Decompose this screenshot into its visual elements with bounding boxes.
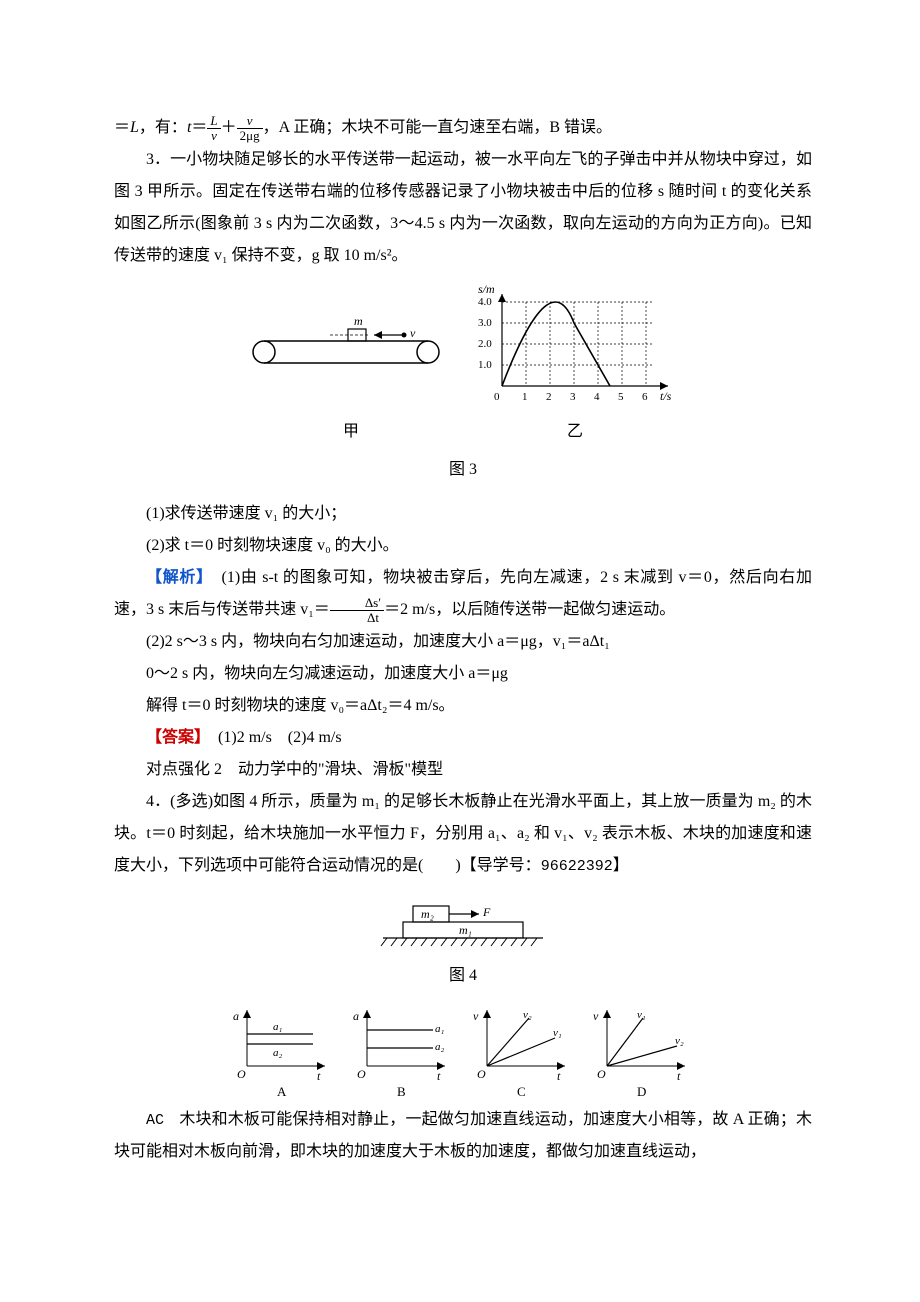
fig3-caption: 图 3 — [114, 454, 812, 486]
svg-text:C: C — [517, 1084, 526, 1099]
fig4-caption: 图 4 — [114, 960, 812, 992]
frac-Lv: Lv — [207, 114, 220, 144]
svg-text:t: t — [437, 1069, 441, 1083]
q3-analysis: 【解析】 (1)由 s-t 的图象可知，物块被击穿后，先向左减速，2 s 末减到… — [114, 562, 812, 626]
svg-text:1: 1 — [522, 391, 528, 403]
svg-text:4: 4 — [594, 391, 600, 403]
svg-text:a₁: a₁ — [435, 1023, 445, 1035]
label-analysis: 【解析】 — [146, 569, 205, 586]
svg-text:3: 3 — [570, 391, 576, 403]
svg-text:v₂: v₂ — [675, 1035, 684, 1047]
svg-text:t/s: t/s — [660, 389, 672, 403]
svg-text:5: 5 — [618, 391, 624, 403]
fig3-wrap: m v — [114, 282, 812, 412]
svg-text:2: 2 — [546, 391, 552, 403]
frac-ds: Δs′Δt — [330, 596, 384, 626]
q3-answer-text: (1)2 m/s (2)4 m/s — [218, 729, 342, 746]
q3-a4: 解得 t＝0 时刻物块的速度 v₀＝aΔt₂＝4 m/s。 — [114, 690, 812, 722]
svg-text:v₁: v₁ — [637, 1009, 646, 1021]
svg-text:D: D — [637, 1084, 646, 1099]
svg-text:a₂: a₂ — [435, 1041, 445, 1053]
svg-text:a₁: a₁ — [273, 1021, 283, 1033]
svg-text:O: O — [237, 1067, 246, 1081]
continuation-line: ＝L，有：t＝Lv＋v2μg，A 正确；木块不可能一直匀速至右端，B 错误。 — [114, 112, 812, 144]
frac-ds-den: Δt — [330, 611, 384, 625]
svg-text:v: v — [593, 1009, 599, 1023]
svg-text:F: F — [482, 905, 491, 919]
belt-m: m — [354, 314, 363, 328]
belt-v: v — [410, 326, 416, 340]
fig3-belt-svg: m v — [236, 307, 456, 387]
label-answer: 【答案】 — [146, 729, 202, 746]
q4-result-prefix: AC — [146, 1112, 179, 1129]
svg-text:1.0: 1.0 — [478, 359, 492, 371]
svg-text:A: A — [277, 1084, 287, 1099]
frac-ds-num: Δs′ — [330, 596, 384, 611]
eq-have: ，有： — [139, 119, 187, 136]
svg-text:v₁: v₁ — [553, 1027, 562, 1039]
heading2: 对点强化 2 动力学中的"滑块、滑板"模型 — [114, 754, 812, 786]
svg-text:m₂: m₂ — [421, 907, 434, 921]
q3-stem: 3．一小物块随足够长的水平传送带一起运动，被一水平向左飞的子弹击中并从物块中穿过… — [114, 144, 812, 272]
q3-answer: 【答案】 (1)2 m/s (2)4 m/s — [114, 722, 812, 754]
page: ＝L，有：t＝Lv＋v2μg，A 正确；木块不可能一直匀速至右端，B 错误。 3… — [0, 0, 920, 1302]
q4-stem: 4．(多选)如图 4 所示，质量为 m₁ 的足够长木板静止在光滑水平面上，其上放… — [114, 786, 812, 882]
fig4-options-svg: a O t a₁ a₂ A a O t a₁ — [223, 1004, 703, 1100]
svg-text:2.0: 2.0 — [478, 338, 492, 350]
svg-text:6: 6 — [642, 391, 648, 403]
fig4-diagram-wrap: m₁ m₂ F — [114, 892, 812, 956]
q3-a3: 0～2 s 内，物块向左匀减速运动，加速度大小 a＝μg — [114, 658, 812, 690]
frac-num: L — [207, 114, 220, 129]
fig3-sublabels: 甲 乙 — [114, 416, 812, 448]
fig4-options-wrap: a O t a₁ a₂ A a O t a₁ — [114, 1004, 812, 1100]
eq-pre: ＝ — [114, 119, 130, 136]
svg-text:B: B — [397, 1084, 406, 1099]
q3-a1-post: ＝2 m/s，以后随传送带一起做匀速运动。 — [384, 601, 675, 618]
guide-prefix: 【导学号： — [461, 857, 541, 874]
svg-text:O: O — [477, 1067, 486, 1081]
svg-text:s/m: s/m — [478, 282, 495, 296]
guide-suffix: 】 — [613, 857, 629, 874]
q4-result: AC 木块和木板可能保持相对静止，一起做匀加速直线运动，加速度大小相等，故 A … — [114, 1104, 812, 1168]
q3-a2: (2)2 s～3 s 内，物块向右匀加速运动，加速度大小 a＝μg，v₁＝aΔt… — [114, 626, 812, 658]
svg-text:v₂: v₂ — [523, 1009, 532, 1021]
svg-text:3.0: 3.0 — [478, 317, 492, 329]
eq-L: L — [130, 119, 139, 136]
frac-num2: v — [237, 114, 263, 129]
q3-p2: (2)求 t＝0 时刻物块速度 v₀ 的大小。 — [114, 530, 812, 562]
q4-result-body: 木块和木板可能保持相对静止，一起做匀加速直线运动，加速度大小相等，故 A 正确；… — [114, 1111, 812, 1160]
frac-den2: 2μg — [237, 129, 263, 143]
guide-num: 96622392 — [541, 858, 613, 875]
svg-text:0: 0 — [494, 391, 500, 403]
svg-text:a: a — [233, 1009, 239, 1023]
frac-den: v — [207, 129, 220, 143]
svg-text:a₂: a₂ — [273, 1047, 283, 1059]
q4-guide: 【导学号：96622392】 — [461, 857, 629, 874]
svg-text:4.0: 4.0 — [478, 296, 492, 308]
svg-text:O: O — [597, 1067, 606, 1081]
svg-text:t: t — [557, 1069, 561, 1083]
q3-p1: (1)求传送带速度 v₁ 的大小； — [114, 498, 812, 530]
fig3-jia: 甲 — [241, 416, 461, 448]
eq-t: t — [187, 119, 191, 136]
svg-text:v: v — [473, 1009, 479, 1023]
svg-text:m₁: m₁ — [459, 923, 472, 937]
fig3-yi: 乙 — [465, 416, 685, 448]
svg-text:O: O — [357, 1067, 366, 1081]
svg-text:t: t — [677, 1069, 681, 1083]
fig3-graph-svg: 1.0 2.0 3.0 4.0 s/m 0 1 2 3 4 5 6 t/s — [460, 282, 690, 412]
frac-v2ug: v2μg — [237, 114, 263, 144]
svg-text:a: a — [353, 1009, 359, 1023]
fig4-diagram-svg: m₁ m₂ F — [363, 892, 563, 956]
eq-tail: ，A 正确；木块不可能一直匀速至右端，B 错误。 — [263, 119, 612, 136]
eq-plus: ＋ — [221, 119, 237, 136]
svg-text:t: t — [317, 1069, 321, 1083]
